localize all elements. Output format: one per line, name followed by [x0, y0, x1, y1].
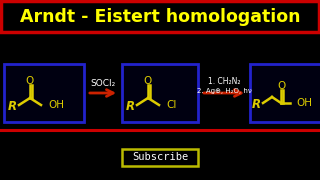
FancyBboxPatch shape: [122, 64, 198, 122]
Text: SOCl₂: SOCl₂: [90, 80, 116, 89]
FancyArrowPatch shape: [204, 90, 241, 96]
FancyBboxPatch shape: [122, 149, 198, 166]
Text: 1. CH₂N₂: 1. CH₂N₂: [208, 78, 240, 87]
Text: R: R: [125, 100, 134, 114]
Text: OH: OH: [296, 98, 312, 108]
Text: OH: OH: [48, 100, 64, 110]
Text: 2. Ag⊕, H₂O, hν: 2. Ag⊕, H₂O, hν: [196, 88, 252, 94]
FancyArrowPatch shape: [90, 90, 113, 96]
Text: R: R: [7, 100, 17, 114]
Text: O: O: [144, 76, 152, 86]
Text: R: R: [252, 98, 260, 111]
FancyBboxPatch shape: [250, 64, 320, 122]
Text: Subscribe: Subscribe: [132, 152, 188, 163]
FancyBboxPatch shape: [1, 1, 319, 32]
Text: O: O: [278, 81, 286, 91]
Text: O: O: [26, 76, 34, 86]
FancyBboxPatch shape: [4, 64, 84, 122]
Text: Arndt - Eistert homologation: Arndt - Eistert homologation: [20, 8, 300, 26]
Text: Cl: Cl: [166, 100, 176, 110]
